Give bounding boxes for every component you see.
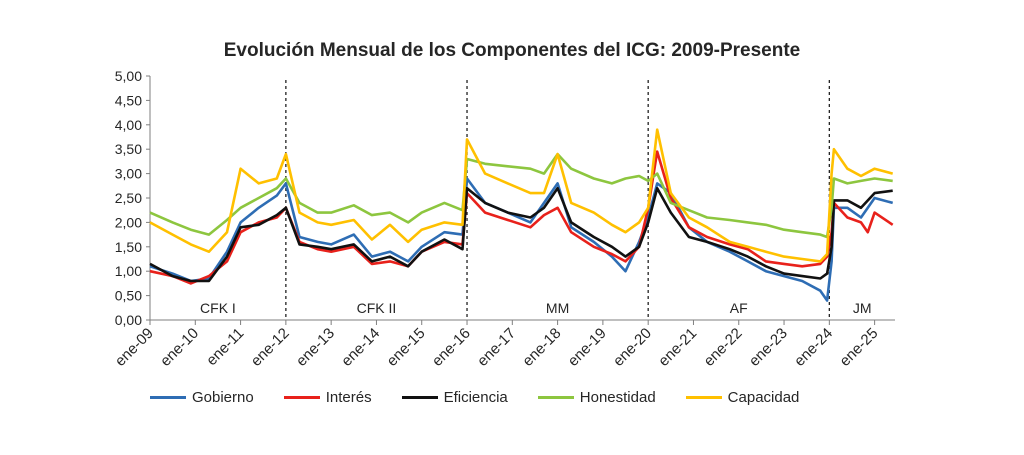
period-label: CFK I — [200, 300, 236, 316]
chart-legend: Gobierno Interés Eficiencia Honestidad Capac… — [150, 389, 910, 406]
legend-item: Gobierno — [150, 389, 254, 406]
x-tick-label: ene-25 — [836, 325, 881, 370]
y-tick-label: 1,50 — [115, 239, 142, 255]
x-tick-label: ene-18 — [519, 325, 564, 370]
x-tick-label: ene-15 — [384, 325, 429, 370]
period-label: MM — [546, 300, 569, 316]
x-tick-label: ene-11 — [203, 325, 247, 369]
y-tick-label: 0,50 — [115, 288, 142, 304]
legend-swatch — [150, 396, 186, 399]
x-tick-label: ene-19 — [565, 325, 610, 370]
legend-label: Gobierno — [192, 389, 254, 406]
x-tick-label: ene-21 — [655, 325, 700, 370]
series-line-gobierno — [149, 177, 894, 302]
x-tick-label: ene-14 — [338, 325, 383, 370]
x-tick-label: ene-13 — [293, 325, 338, 370]
y-tick-label: 0,00 — [115, 312, 142, 328]
y-tick-label: 3,00 — [115, 166, 142, 182]
period-label: AF — [730, 300, 748, 316]
x-tick-label: ene-17 — [474, 325, 519, 370]
y-tick-label: 5,00 — [115, 68, 142, 84]
legend-swatch — [685, 396, 722, 399]
legend-item: Capacidad — [685, 389, 800, 406]
legend-item: Interés — [283, 389, 372, 406]
period-label: CFK II — [357, 300, 397, 316]
legend-label: Eficiencia — [443, 389, 508, 406]
period-label: JM — [853, 300, 872, 316]
y-tick-label: 2,00 — [115, 214, 142, 230]
x-tick-label: ene-22 — [701, 325, 746, 370]
y-tick-label: 2,50 — [115, 190, 142, 206]
y-tick-label: 4,50 — [115, 92, 142, 108]
legend-item: Honestidad — [537, 389, 656, 406]
x-tick-label: ene-24 — [791, 325, 836, 370]
x-tick-label: ene-12 — [248, 325, 293, 370]
series-line-capacidad — [149, 128, 894, 263]
legend-label: Capacidad — [727, 389, 800, 406]
legend-swatch — [283, 396, 320, 399]
y-tick-label: 1,00 — [115, 263, 142, 279]
series-line-honestidad — [149, 152, 893, 239]
x-tick-label: ene-20 — [610, 325, 655, 370]
x-tick-label: ene-09 — [112, 325, 157, 370]
legend-swatch — [537, 396, 574, 399]
legend-swatch — [401, 396, 438, 399]
x-tick-label: ene-16 — [429, 325, 474, 370]
x-tick-label: ene-10 — [157, 325, 202, 370]
y-tick-label: 3,50 — [115, 141, 142, 157]
legend-label: Interés — [325, 389, 372, 406]
y-tick-label: 4,00 — [115, 117, 142, 133]
chart-title: Evolución Mensual de los Componentes del… — [223, 40, 801, 61]
legend-item: Eficiencia — [401, 389, 508, 406]
series-line-eficiencia — [149, 186, 893, 283]
x-tick-label: ene-23 — [746, 325, 791, 370]
legend-label: Honestidad — [579, 389, 656, 406]
